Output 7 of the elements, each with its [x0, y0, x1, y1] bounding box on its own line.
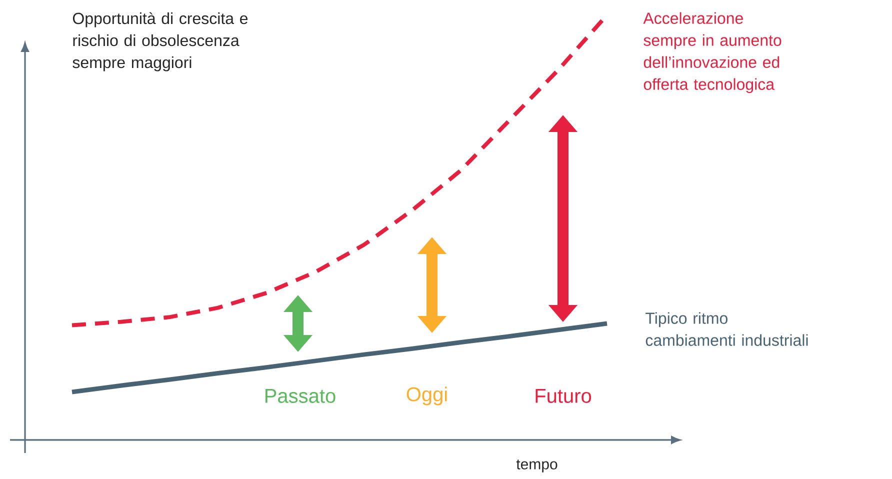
- text: Tipico ritmo cambiamenti industriali: [646, 312, 808, 346]
- x-axis-title: tempo: [516, 460, 558, 472]
- text: Accelerazione sempre in aumento dell’innovazione ed offerta tecnologica: [643, 12, 782, 94]
- annotation: Futuro: [536, 389, 592, 403]
- annotation: Oggi: [406, 386, 447, 406]
- y-axis-title: Opportunità di crescita e rischio di obsolescenza sempre maggiori: [72, 12, 248, 72]
- annotation: Passato: [266, 389, 336, 403]
